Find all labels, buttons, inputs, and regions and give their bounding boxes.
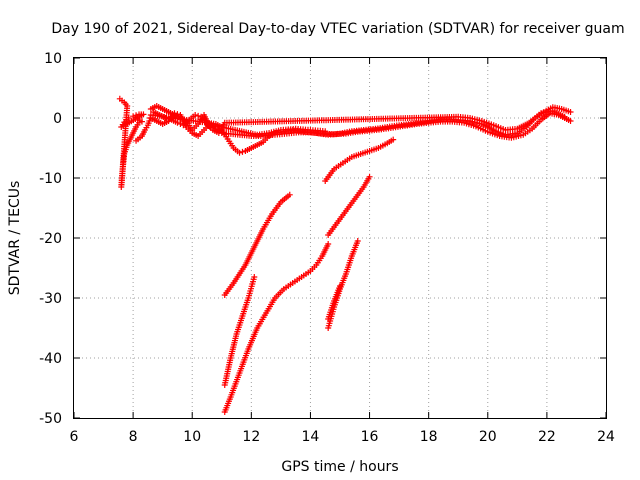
series-plunge-f [325, 238, 361, 331]
x-tick-label: 14 [302, 429, 320, 445]
x-tick-label: 24 [597, 429, 615, 445]
axis-ticks: 6 8 10 12 14 16 18 20 22 24 10 0 -10 -20 -30 -40 -50 [39, 51, 615, 445]
series-baseline-mid-3 [150, 107, 568, 136]
y-tick-label: -20 [39, 231, 62, 247]
y-axis-label: SDTVAR / TECUs [7, 181, 23, 296]
x-tick-label: 10 [183, 429, 201, 445]
x-tick-label: 12 [242, 429, 260, 445]
series-plunge-d [325, 173, 373, 238]
x-tick-label: 16 [361, 429, 379, 445]
data-point [125, 115, 132, 121]
data-point [561, 113, 568, 120]
series-plunge-c [221, 274, 258, 388]
y-tick-label: -30 [39, 291, 62, 307]
x-axis-label: GPS time / hours [281, 459, 398, 475]
chart-title: Day 190 of 2021, Sidereal Day-to-day VTE… [51, 21, 624, 37]
data-point [171, 110, 178, 117]
data-point [366, 173, 373, 180]
x-tick-label: 20 [479, 429, 497, 445]
data-point [354, 238, 361, 244]
y-tick-label: -40 [39, 351, 62, 367]
series-plunge-e [322, 136, 397, 184]
plot-frame [73, 57, 607, 419]
data-point [146, 118, 153, 124]
x-tick-label: 18 [420, 429, 438, 445]
x-tick-label: 22 [538, 429, 556, 445]
x-tick-label: 6 [70, 429, 79, 445]
data-point [147, 115, 154, 121]
data-point [239, 148, 246, 155]
y-tick-label: 0 [53, 111, 62, 127]
series-plunge-b [221, 241, 332, 415]
data-point [192, 112, 199, 118]
series-baseline-early [116, 95, 147, 190]
data-point [195, 112, 202, 119]
data-point [325, 241, 332, 247]
series-plunge-g [325, 283, 343, 322]
data-point [286, 191, 293, 198]
data-point [337, 283, 343, 289]
x-tick-label: 8 [129, 429, 138, 445]
data-points [116, 95, 574, 415]
data-point [236, 149, 243, 156]
data-point [567, 109, 574, 115]
data-point [251, 274, 258, 280]
series-plunge-a [221, 191, 293, 298]
series-baseline-late [133, 112, 329, 144]
y-tick-label: -50 [39, 411, 62, 427]
data-point [322, 128, 329, 135]
y-tick-label: 10 [44, 51, 62, 67]
y-tick-label: -10 [39, 171, 62, 187]
data-point [567, 118, 574, 124]
data-point [390, 136, 397, 143]
